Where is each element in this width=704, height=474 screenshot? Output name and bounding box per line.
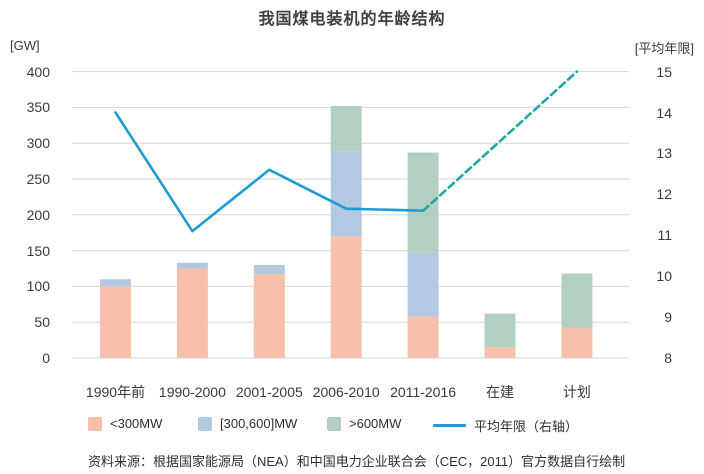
legend-label-under-300mw: <300MW	[110, 416, 163, 431]
legend-item-over-600mw: >600MW	[327, 416, 401, 431]
right-axis-unit-label: [平均年限]	[634, 41, 694, 56]
legend-label-300-600mw: [300,600]MW	[220, 416, 298, 431]
bar-segment	[407, 252, 439, 317]
legend-label-over-600mw: >600MW	[349, 416, 402, 431]
bar-segment	[330, 236, 362, 358]
source-note: 资料来源：根据国家能源局（NEA）和中国电力企业联合会（CEC，2011）官方数…	[88, 454, 626, 469]
bar-segment	[253, 264, 285, 275]
legend-line-swatch-average-age	[433, 424, 466, 427]
bar-segment	[176, 268, 208, 358]
bar-segment	[561, 327, 593, 358]
bar-segment	[100, 286, 131, 358]
bar-segment	[253, 274, 285, 358]
average-age-line-solid	[114, 111, 425, 233]
bar-segment	[176, 262, 208, 269]
legend-item-under-300mw: <300MW	[88, 416, 162, 431]
bar-segment	[484, 347, 516, 358]
average-age-line-dashed	[421, 70, 579, 213]
legend-item-average-age: 平均年限（右轴）	[433, 416, 578, 435]
legend-swatch-under-300mw	[88, 416, 102, 431]
legend-item-300-600mw: [300,600]MW	[198, 416, 297, 431]
bar-segment	[407, 316, 439, 358]
left-axis-unit-label: [GW]	[10, 38, 40, 53]
bar-segment	[484, 313, 516, 348]
legend-label-average-age: 平均年限（右轴）	[474, 419, 579, 434]
bar-segment	[561, 273, 593, 328]
bar-segment	[100, 279, 131, 287]
chart-title: 我国煤电装机的年龄结构	[258, 11, 446, 28]
legend-swatch-300-600mw	[198, 416, 212, 431]
bar-segment	[330, 151, 362, 237]
legend-swatch-over-600mw	[327, 416, 341, 431]
legend: <300MW [300,600]MW >600MW 平均年限（右轴）	[0, 416, 704, 434]
bar-segment	[330, 105, 362, 152]
